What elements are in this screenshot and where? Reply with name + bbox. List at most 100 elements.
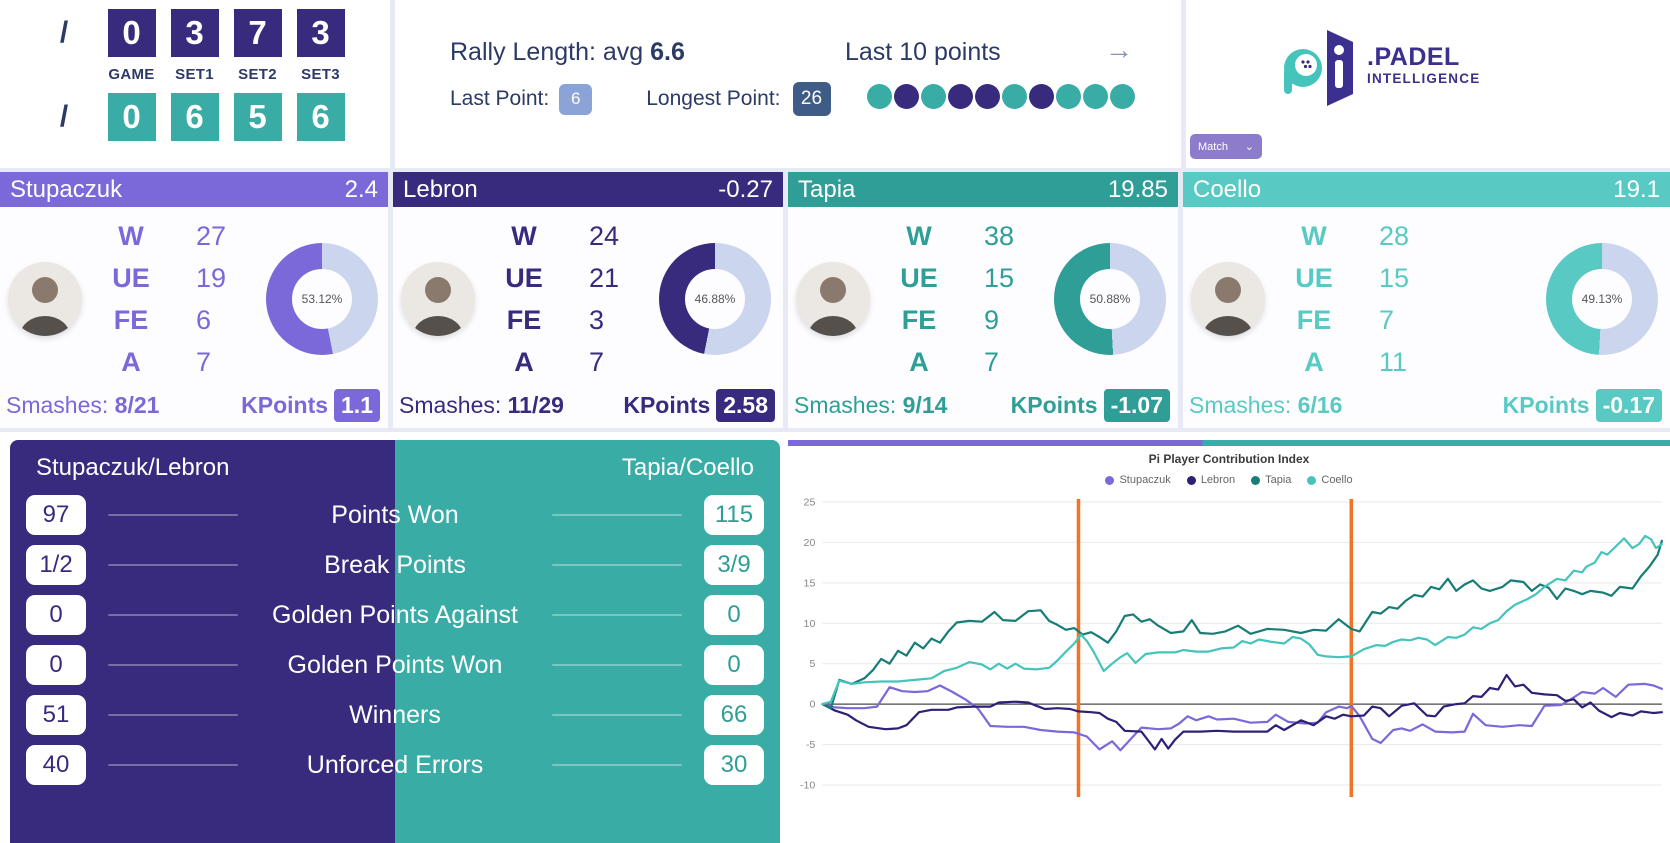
- stat-label: A: [909, 346, 929, 377]
- stat-label: FE: [1296, 304, 1332, 335]
- point-dot-8: [1056, 84, 1081, 109]
- divider-line: [108, 614, 238, 616]
- svg-text:5: 5: [809, 658, 815, 670]
- divider-line: [108, 714, 238, 716]
- comparison-rows: 97 Points Won 115 1/2 Break Points 3/9 0 Golden…: [10, 490, 780, 790]
- player-rating: -0.27: [718, 175, 773, 203]
- player-rating: 2.4: [344, 175, 378, 203]
- team2-set2-score: 5: [233, 93, 282, 141]
- last-point-value: 6: [559, 83, 593, 115]
- col-label-set1: SET1: [175, 66, 214, 83]
- last-point-label: Last Point:: [450, 87, 550, 110]
- last10-dots: [867, 84, 1135, 109]
- padel-intelligence-logo: .PADEL INTELLIGENCE: [1281, 22, 1480, 108]
- player-card-footer: Smashes: 6/16 KPoints -0.17: [1183, 386, 1670, 428]
- player-avatar: [8, 261, 82, 336]
- team1-set3-score: 3: [296, 9, 345, 57]
- contribution-chart: 25 20 15 10 5 0 -5 -10: [800, 497, 1664, 797]
- team2-value: 0: [704, 595, 764, 635]
- player-stats: W 27 UE 19 FE 6 A 7: [104, 216, 266, 382]
- contribution-chart-panel: Pi Player Contribution Index Stupaczuk Le…: [788, 440, 1670, 843]
- stat-value: 7: [1379, 304, 1395, 335]
- player-name: Coello: [1193, 175, 1262, 203]
- divider-line: [552, 514, 682, 516]
- stat-label: UE: [1295, 262, 1333, 293]
- player-rating: 19.1: [1613, 175, 1660, 203]
- point-dot-4: [948, 84, 973, 109]
- kpoints-badge: -1.07: [1103, 388, 1170, 422]
- comparison-row: 97 Points Won 115: [10, 490, 780, 540]
- point-dot-5: [975, 84, 1000, 109]
- divider-line: [552, 714, 682, 716]
- points-won-donut: 49.13%: [1546, 242, 1658, 355]
- rally-avg-value: 6.6: [650, 38, 685, 66]
- bottom-row: Stupaczuk/Lebron Tapia/Coello 97 Points W…: [0, 432, 1670, 843]
- last10-title: Last 10 points: [845, 38, 1001, 66]
- team2-value: 115: [704, 495, 764, 535]
- comparison-label: Break Points: [324, 550, 466, 579]
- player-card-header: Tapia 19.85: [788, 172, 1178, 207]
- comparison-row: 0 Golden Points Won 0: [10, 640, 780, 690]
- stat-value: 9: [984, 304, 1000, 335]
- comparison-label: Golden Points Against: [272, 600, 518, 629]
- logo-icon: [1284, 30, 1353, 106]
- kpoints-stat: KPoints -0.17: [1503, 388, 1662, 422]
- player-card-footer: Smashes: 11/29 KPoints 2.58: [393, 386, 783, 428]
- team-comparison-panel: Stupaczuk/Lebron Tapia/Coello 97 Points W…: [10, 440, 780, 843]
- divider-line: [552, 614, 682, 616]
- chevron-down-icon: ⌄: [1244, 141, 1254, 153]
- kpoints-stat: KPoints 1.1: [241, 388, 380, 422]
- svg-text:-10: -10: [800, 780, 815, 792]
- team1-value: 40: [26, 745, 86, 785]
- brand-line1: .PADEL: [1367, 42, 1460, 71]
- player-avatar: [401, 261, 475, 336]
- kpoints-stat: KPoints 2.58: [623, 388, 775, 422]
- team1-value: 0: [26, 645, 86, 685]
- player-card-header: Stupaczuk 2.4: [0, 172, 388, 207]
- kpoints-stat: KPoints -1.07: [1011, 388, 1170, 422]
- points-won-donut: 53.12%: [266, 242, 378, 355]
- comparison-label: Unforced Errors: [306, 750, 484, 779]
- stat-value: 11: [1379, 346, 1408, 377]
- stat-label: UE: [900, 262, 938, 293]
- player-name: Lebron: [403, 175, 478, 203]
- next-arrow-icon[interactable]: →: [1105, 34, 1133, 65]
- team1-set1-score: 3: [170, 9, 219, 57]
- point-dot-9: [1083, 84, 1108, 109]
- divider-line: [552, 564, 682, 566]
- points-won-donut: 46.88%: [659, 242, 771, 355]
- player-card-stupaczuk: Stupaczuk 2.4 W 27 UE 19 FE 6 A 7 53.12% Smashes: 8…: [0, 172, 388, 428]
- team2-game-score: 0: [107, 93, 156, 141]
- stat-label: FE: [901, 304, 937, 335]
- team2-value: 3/9: [704, 545, 764, 585]
- kpoints-badge: -0.17: [1595, 388, 1662, 422]
- legend-item-tapia[interactable]: Tapia: [1251, 474, 1291, 486]
- stat-value: 24: [589, 220, 620, 251]
- col-label-game: GAME: [108, 66, 155, 83]
- legend-dot-icon: [1105, 475, 1115, 485]
- logo-text: .PADEL INTELLIGENCE: [1367, 42, 1480, 86]
- stat-label: W: [118, 220, 144, 251]
- stat-value: 28: [1379, 220, 1410, 251]
- point-dot-10: [1110, 84, 1135, 109]
- team1-value: 0: [26, 595, 86, 635]
- match-dropdown[interactable]: Match ⌄: [1190, 134, 1262, 159]
- comparison-row: 0 Golden Points Against 0: [10, 590, 780, 640]
- svg-text:25: 25: [804, 497, 816, 509]
- legend-item-coello[interactable]: Coello: [1307, 474, 1353, 486]
- legend-item-lebron[interactable]: Lebron: [1186, 474, 1235, 486]
- svg-text:20: 20: [804, 537, 816, 549]
- player-card-body: W 28 UE 15 FE 7 A 11 49.13%: [1183, 207, 1670, 386]
- point-stats: Last Point: 6 Longest Point: 26: [450, 82, 831, 116]
- svg-text:0: 0: [809, 699, 815, 711]
- comparison-row: 1/2 Break Points 3/9: [10, 540, 780, 590]
- legend-dot-icon: [1186, 475, 1196, 485]
- comparison-header: Stupaczuk/Lebron Tapia/Coello: [10, 440, 780, 490]
- legend-item-stupaczuk[interactable]: Stupaczuk: [1105, 474, 1171, 486]
- legend-dot-icon: [1307, 475, 1317, 485]
- player-card-tapia: Tapia 19.85 W 38 UE 15 FE 9 A 7 50.88% Smashes: 9/1…: [788, 172, 1178, 428]
- stat-value: 15: [1379, 262, 1410, 293]
- smashes-stat: Smashes: 6/16: [1189, 391, 1343, 418]
- player-cards-row: Stupaczuk 2.4 W 27 UE 19 FE 6 A 7 53.12% Smashes: 8…: [0, 172, 1670, 428]
- stat-label: A: [121, 346, 141, 377]
